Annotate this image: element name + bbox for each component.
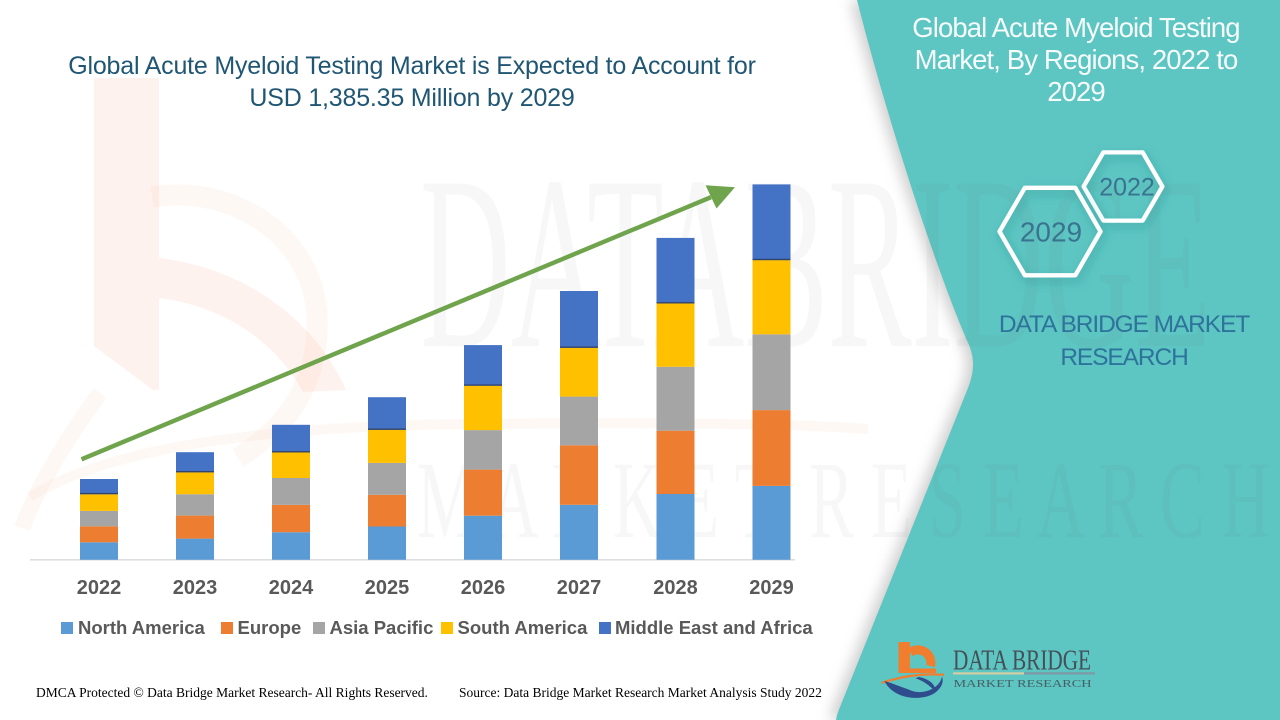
- svg-text:2022: 2022: [1099, 174, 1155, 202]
- svg-text:2029: 2029: [1020, 217, 1082, 248]
- svg-text:DATA BRIDGE: DATA BRIDGE: [953, 646, 1091, 677]
- svg-text:M A R K E T R E S E A R C H: M A R K E T R E S E A R C H: [417, 439, 1270, 561]
- svg-text:MARKET RESEARCH: MARKET RESEARCH: [954, 679, 1092, 690]
